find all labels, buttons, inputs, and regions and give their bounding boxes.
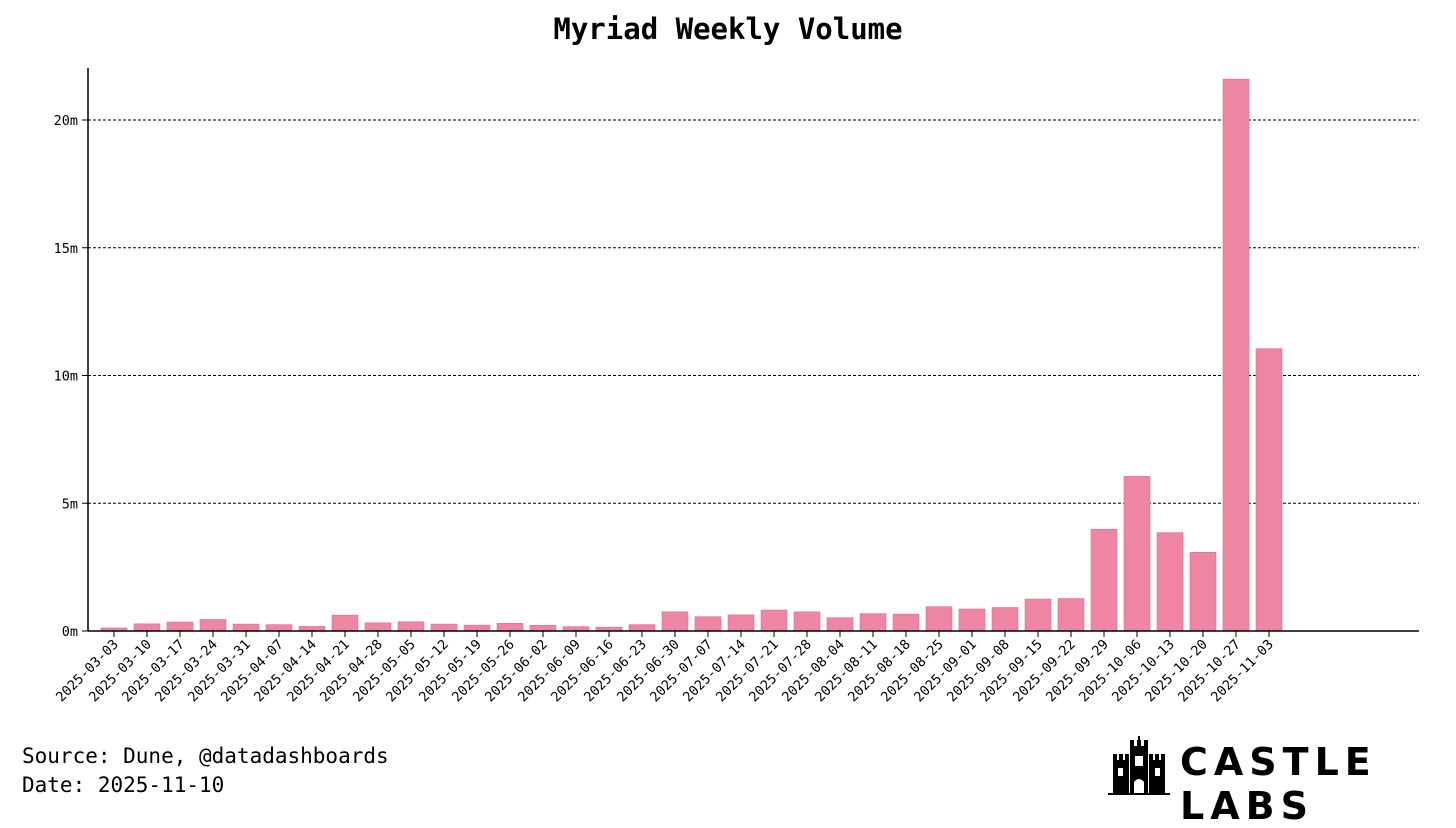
bar <box>133 623 161 632</box>
bar <box>364 622 392 632</box>
bar <box>859 613 887 632</box>
bar <box>1255 348 1283 632</box>
y-tick-label: 10m <box>54 369 78 385</box>
logo-text: CASTLE LABS <box>1180 740 1377 828</box>
source-text: Source: Dune, @datadashboards <box>22 744 389 768</box>
bar <box>397 621 425 632</box>
bar <box>496 623 524 632</box>
bar <box>727 614 755 632</box>
castle-labs-logo: CASTLE LABS <box>1108 736 1428 828</box>
bar <box>1189 552 1217 632</box>
bar <box>430 623 458 632</box>
bar <box>694 616 722 632</box>
y-tick-label: 15m <box>54 241 78 257</box>
bar <box>892 613 920 632</box>
bar <box>1123 476 1151 632</box>
bar <box>760 609 788 632</box>
bar <box>1024 598 1052 632</box>
bar <box>199 619 227 632</box>
x-axis-ticks: 2025-03-032025-03-102025-03-172025-03-24… <box>53 631 1277 705</box>
bar <box>991 607 1019 632</box>
bar <box>529 625 557 632</box>
bar <box>1222 78 1250 632</box>
bars <box>100 78 1283 632</box>
y-axis-ticks: 0m 5m 10m 15m 20m <box>54 113 88 640</box>
bar <box>232 623 260 632</box>
y-tick-label: 0m <box>62 624 78 640</box>
date-text: Date: 2025-11-10 <box>22 773 225 797</box>
chart-title: Myriad Weekly Volume <box>553 12 902 46</box>
bar <box>958 608 986 632</box>
grid-lines <box>88 119 1419 504</box>
bar <box>793 611 821 632</box>
footer: Source: Dune, @datadashboards Date: 2025… <box>22 742 389 800</box>
bar <box>1156 532 1184 632</box>
castle-icon <box>1108 736 1170 795</box>
axes <box>87 68 1419 632</box>
bar <box>925 606 953 632</box>
bar <box>463 624 491 632</box>
bar <box>826 617 854 632</box>
bar <box>1057 598 1085 632</box>
bar <box>265 624 293 632</box>
bar <box>661 611 689 632</box>
y-tick-label: 5m <box>62 496 78 512</box>
bar <box>628 624 656 632</box>
bar <box>331 614 359 632</box>
bar <box>1090 529 1118 632</box>
y-tick-label: 20m <box>54 113 78 129</box>
bar <box>166 621 194 632</box>
